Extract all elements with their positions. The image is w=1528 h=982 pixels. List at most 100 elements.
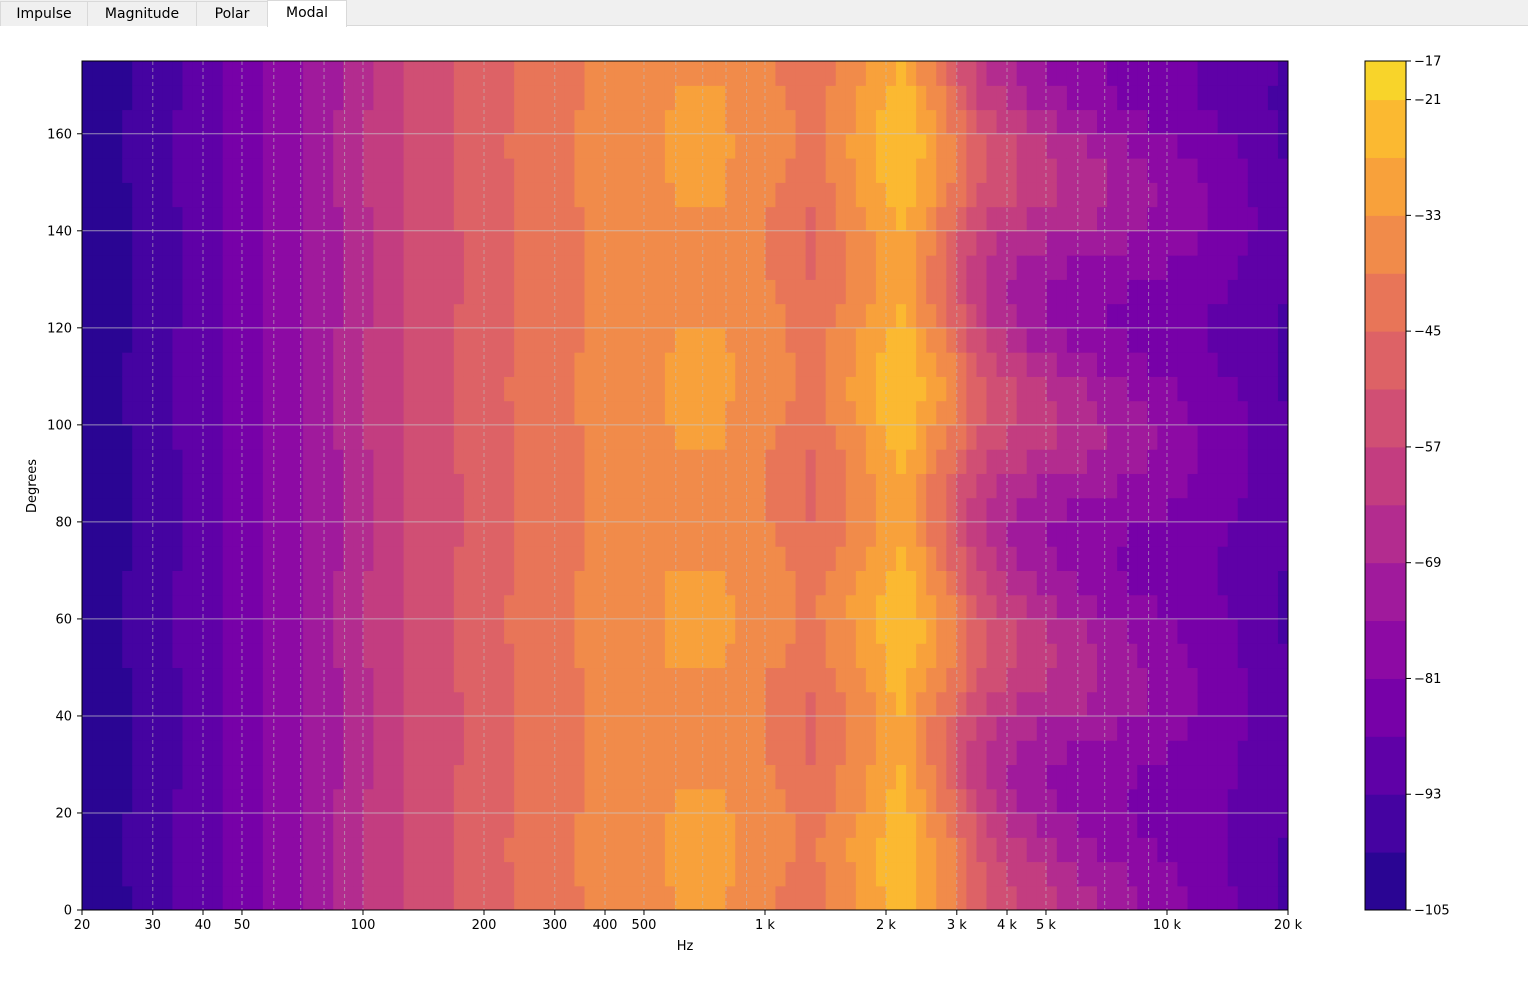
contour-cell: [262, 61, 274, 86]
contour-cell: [82, 546, 93, 571]
contour-cell: [423, 764, 435, 790]
contour-cell: [564, 230, 576, 256]
tab-polar[interactable]: Polar: [196, 1, 268, 26]
contour-cell: [383, 497, 395, 523]
contour-cell: [1167, 352, 1179, 377]
contour-cell: [313, 255, 324, 280]
contour-cell: [875, 570, 887, 596]
contour-cell: [805, 667, 817, 693]
contour-cell: [664, 109, 676, 135]
contour-cell: [1177, 764, 1189, 790]
contour-cell: [192, 788, 204, 814]
contour-cell: [393, 109, 405, 135]
contour-cell: [946, 691, 957, 717]
contour-cell: [996, 279, 1008, 305]
contour-cell: [1127, 885, 1138, 910]
contour-cell: [875, 764, 887, 790]
tab-impulse[interactable]: Impulse: [0, 1, 88, 26]
contour-cell: [343, 279, 354, 305]
contour-cell: [232, 618, 244, 644]
contour-cell: [403, 230, 415, 256]
contour-cell: [182, 546, 194, 571]
contour-cell: [212, 182, 224, 208]
contour-cell: [695, 788, 706, 814]
contour-cell: [463, 303, 475, 329]
contour-cell: [122, 473, 133, 499]
contour-cell: [916, 715, 927, 741]
contour-cell: [986, 691, 998, 717]
contour-cell: [1056, 352, 1068, 377]
contour-cell: [484, 255, 495, 280]
contour-cell: [242, 764, 254, 790]
contour-cell: [1217, 449, 1229, 474]
tab-magnitude[interactable]: Magnitude: [87, 1, 197, 26]
contour-cell: [1147, 497, 1158, 523]
contour-cell: [252, 521, 264, 547]
contour-cell: [574, 109, 586, 135]
contour-cell: [1237, 61, 1249, 86]
contour-cell: [1046, 812, 1058, 838]
contour-cell: [423, 61, 435, 86]
contour-cell: [926, 837, 937, 863]
contour-cell: [865, 764, 877, 790]
contour-cell: [664, 618, 676, 644]
contour-cell: [1137, 255, 1148, 280]
contour-cell: [393, 812, 405, 838]
tab-modal[interactable]: Modal: [267, 0, 347, 27]
contour-cell: [453, 788, 465, 814]
contour-cell: [835, 473, 847, 499]
contour-cell: [1117, 279, 1128, 305]
contour-cell: [494, 594, 505, 620]
contour-cell: [614, 837, 626, 863]
contour-cell: [966, 861, 978, 887]
contour-cell: [735, 255, 746, 280]
contour-cell: [453, 61, 465, 86]
contour-cell: [473, 352, 485, 377]
contour-cell: [293, 861, 304, 887]
contour-cell: [1267, 667, 1279, 693]
contour-cell: [916, 158, 927, 183]
contour-cell: [473, 85, 485, 111]
contour-cell: [875, 109, 887, 135]
contour-cell: [383, 594, 395, 620]
contour-cell: [805, 133, 817, 159]
contour-cell: [755, 521, 766, 547]
contour-cell: [544, 109, 555, 135]
contour-cell: [926, 61, 937, 86]
contour-cell: [403, 521, 415, 547]
contour-cell: [926, 812, 937, 838]
contour-cell: [1066, 837, 1078, 863]
contour-cell: [725, 158, 736, 183]
contour-cell: [383, 133, 395, 159]
contour-cell: [182, 788, 194, 814]
colorbar-band: [1365, 99, 1406, 158]
contour-cell: [1257, 521, 1269, 547]
contour-cell: [1076, 376, 1088, 402]
contour-cell: [504, 691, 515, 717]
contour-cell: [363, 327, 375, 353]
contour-cell: [232, 424, 244, 450]
contour-cell: [403, 643, 415, 669]
contour-cell: [433, 497, 445, 523]
contour-cell: [956, 788, 967, 814]
contour-cell: [283, 109, 294, 135]
contour-cell: [865, 812, 877, 838]
contour-cell: [423, 303, 435, 329]
contour-cell: [333, 691, 344, 717]
contour-cell: [1257, 812, 1269, 838]
contour-cell: [534, 643, 545, 669]
contour-cell: [1187, 618, 1199, 644]
contour-cell: [956, 61, 967, 86]
contour-cell: [624, 400, 636, 426]
contour-cell: [604, 109, 616, 135]
contour-cell: [132, 570, 143, 596]
contour-cell: [1026, 230, 1038, 256]
contour-cell: [1066, 133, 1078, 159]
contour-cell: [544, 182, 555, 208]
contour-cell: [1277, 521, 1288, 547]
contour-cell: [283, 85, 294, 111]
contour-cell: [936, 764, 947, 790]
contour-cell: [674, 497, 686, 523]
contour-cell: [222, 400, 234, 426]
contour-cell: [262, 594, 274, 620]
